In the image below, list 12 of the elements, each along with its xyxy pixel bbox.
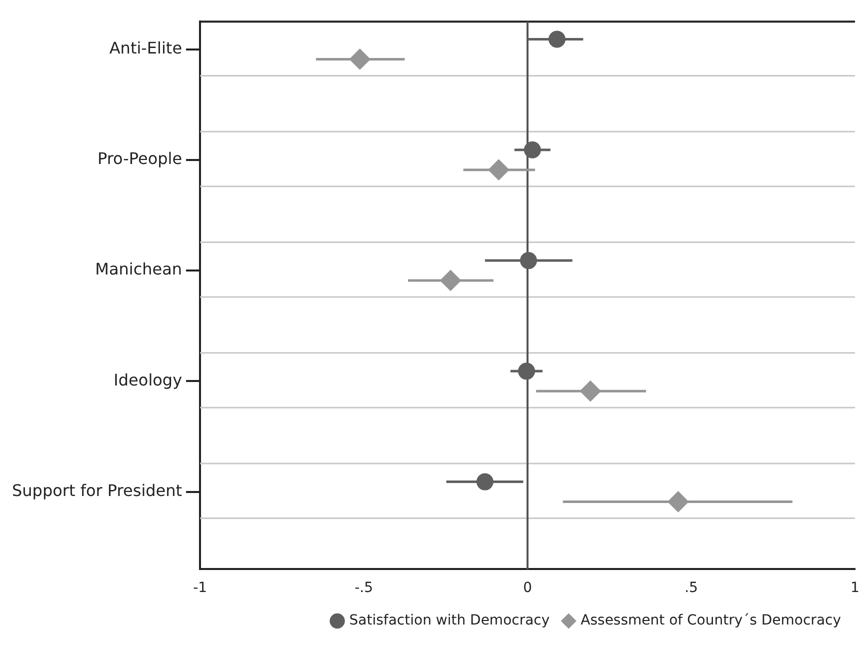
- y-tick-label: Anti-Elite: [109, 38, 182, 58]
- x-tick-label: .5: [684, 580, 698, 596]
- x-tick-label: 0: [523, 580, 532, 596]
- x-tick-label: -1: [193, 580, 208, 596]
- y-tick-label: Manichean: [95, 260, 182, 279]
- y-tick-label: Support for President: [12, 480, 182, 500]
- x-tick-label: -.5: [354, 580, 373, 596]
- legend-label: Satisfaction with Democracy: [349, 612, 550, 629]
- y-tick-label: Ideology: [114, 370, 182, 390]
- x-tick-label: 1: [850, 580, 860, 596]
- y-tick-label: Pro-People: [97, 149, 182, 168]
- legend-label: Assessment of Country´s Democracy: [580, 612, 842, 629]
